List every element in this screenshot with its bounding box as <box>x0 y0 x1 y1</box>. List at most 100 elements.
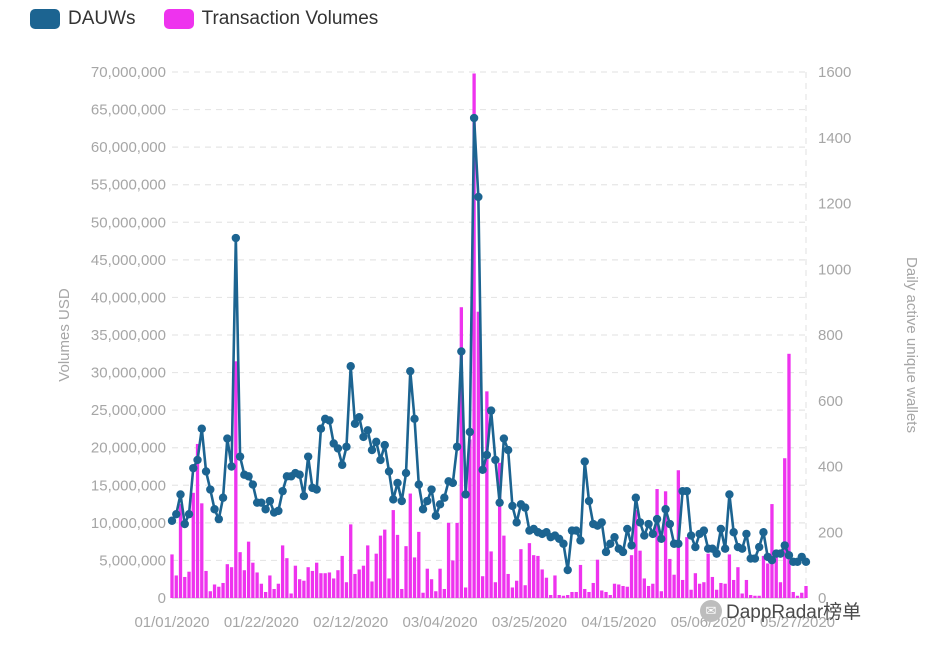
volume-bar <box>723 583 727 598</box>
dauws-point <box>448 478 458 488</box>
volume-bar <box>659 591 663 598</box>
volume-bar <box>293 565 298 598</box>
dauws-point <box>729 528 738 537</box>
dauws-point <box>367 445 377 455</box>
dauws-point <box>184 509 194 519</box>
dauws-point <box>376 455 385 465</box>
volume-bar <box>680 579 685 598</box>
dauws-point <box>784 551 794 560</box>
dauws-point <box>167 516 177 525</box>
volume-bar <box>757 595 761 598</box>
dauws-point <box>274 506 283 516</box>
dauws-point <box>648 529 658 539</box>
dauws-point <box>737 544 747 553</box>
volume-bar <box>225 564 229 598</box>
dauws-point <box>342 442 351 451</box>
volume-bar <box>578 564 583 598</box>
dauws-point <box>767 555 777 565</box>
volume-bar <box>289 593 293 598</box>
dauws-point <box>580 457 589 466</box>
dauws-point <box>201 467 211 476</box>
dauws-point <box>618 547 628 557</box>
legend-label-transaction-volumes: Transaction Volumes <box>201 8 379 29</box>
dauws-point <box>295 470 304 479</box>
dauws-point <box>457 347 466 356</box>
volume-bar <box>170 554 174 598</box>
dauws-point <box>469 113 479 123</box>
volume-bar <box>574 591 578 598</box>
volume-bar <box>485 391 489 598</box>
volume-bar <box>549 594 553 598</box>
volume-bar <box>212 584 217 598</box>
volume-bar <box>523 585 527 598</box>
y-left-tick-label: 70,000,000 <box>91 64 166 81</box>
volume-bar <box>706 553 710 598</box>
dauws-point <box>197 424 206 433</box>
dauws-point <box>657 534 666 544</box>
watermark: ✉ DappRadar榜单 <box>700 597 861 624</box>
dauws-point <box>338 460 347 470</box>
dauws-point <box>474 192 483 202</box>
dauws-point <box>372 437 381 447</box>
y-left-tick-label: 0 <box>158 590 166 607</box>
dauws-point <box>716 524 726 534</box>
dauws-point <box>601 547 611 557</box>
volume-bar <box>710 576 715 598</box>
volume-bar <box>463 587 468 598</box>
volume-bar <box>663 491 668 598</box>
volume-bar <box>425 568 429 598</box>
dauws-point <box>563 565 572 575</box>
volume-bar <box>540 569 544 598</box>
volume-bar <box>319 573 323 598</box>
volume-bar <box>527 543 532 598</box>
dauws-point <box>482 450 492 460</box>
dauws-point <box>427 485 436 494</box>
volume-bar <box>442 588 446 598</box>
volume-bar <box>689 589 693 598</box>
dauws-point <box>210 505 219 514</box>
volume-bar <box>651 583 655 598</box>
transaction-volumes-swatch <box>163 9 194 29</box>
volume-bar <box>400 588 404 598</box>
x-tick-label: 05/06/2020 <box>671 614 746 631</box>
dauws-point <box>218 493 228 502</box>
y-right-tick-label: 800 <box>818 327 843 344</box>
volume-bar <box>340 555 344 598</box>
y-right-tick-label: 600 <box>818 393 843 410</box>
volume-bar <box>685 537 689 598</box>
dauws-point <box>465 427 475 437</box>
legend-item-dauws[interactable]: DAUWs <box>30 8 136 30</box>
dauws-point <box>261 505 270 514</box>
dauws-point <box>278 486 287 496</box>
legend-label-dauws: DAUWs <box>68 8 136 29</box>
volume-bar <box>557 594 561 598</box>
dauws-point <box>503 445 513 455</box>
dauws-point <box>631 493 640 502</box>
dauws-point <box>491 455 500 465</box>
volume-bar <box>217 586 221 598</box>
volume-bar <box>476 311 481 598</box>
volume-bar <box>506 573 510 598</box>
volume-bar <box>591 582 595 598</box>
y-right-axis-title: Daily active unique wallets <box>903 257 920 433</box>
dauws-point <box>206 485 215 494</box>
y-left-tick-label: 20,000,000 <box>91 440 166 457</box>
transaction-volume-bars <box>170 73 808 598</box>
volume-bar <box>493 582 498 598</box>
volume-bar <box>378 535 383 598</box>
volume-bar <box>693 573 698 598</box>
y-left-tick-label: 60,000,000 <box>91 139 166 156</box>
dauws-point <box>750 554 760 563</box>
volume-bar <box>204 570 208 598</box>
legend-item-transaction-volumes[interactable]: Transaction Volumes <box>163 8 379 30</box>
axes: 0 5,000,000 10,000,000 15,000,000 20,000,000… <box>56 64 920 631</box>
x-tick-label: 01/01/2020 <box>134 614 209 631</box>
dauws-point <box>759 528 768 537</box>
dauws-point <box>699 526 709 535</box>
volume-bar <box>221 582 225 598</box>
volume-bar <box>800 592 804 598</box>
volume-bar <box>595 559 600 598</box>
x-tick-label: 01/22/2020 <box>224 614 299 631</box>
volume-bar <box>638 550 642 598</box>
volume-bar <box>174 575 178 598</box>
